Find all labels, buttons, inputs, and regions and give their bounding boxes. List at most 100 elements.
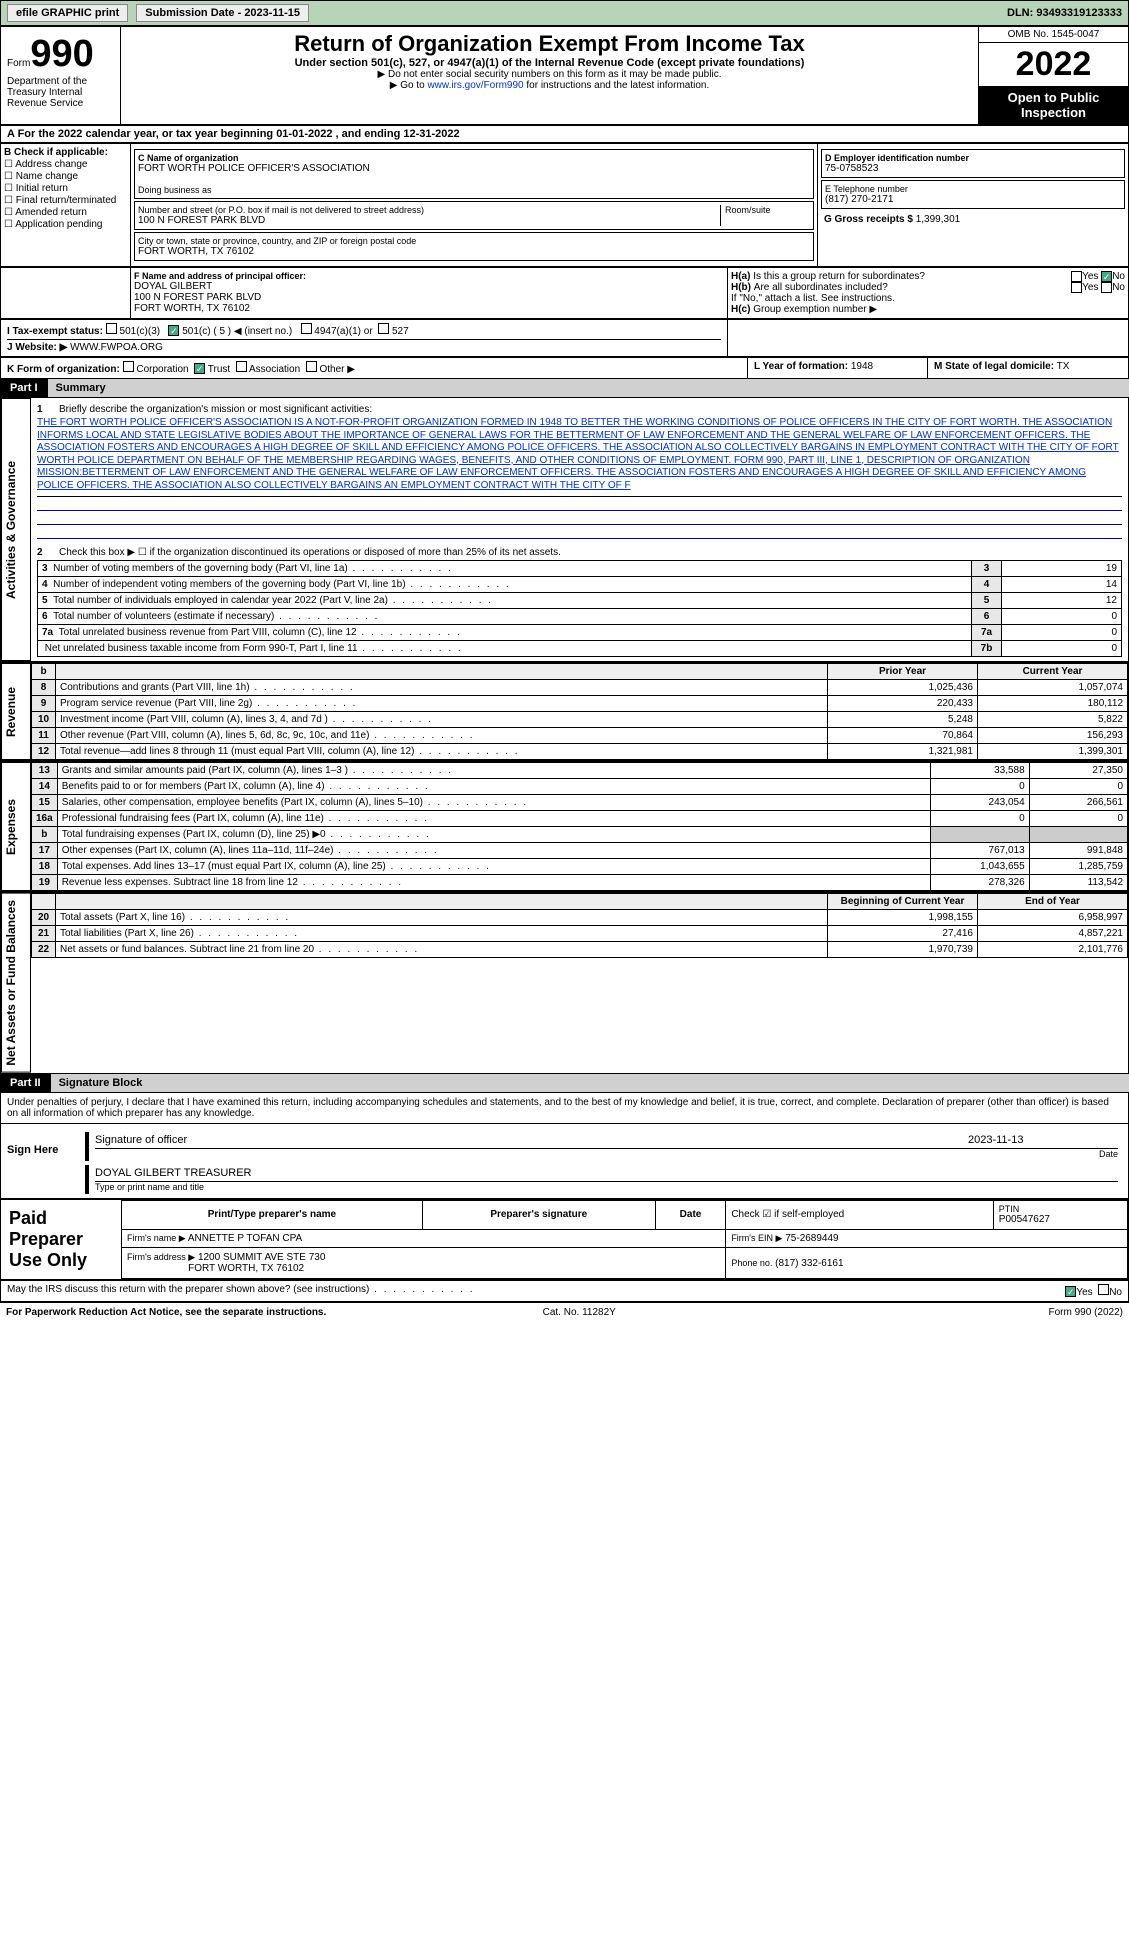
spacer-col xyxy=(1,268,131,318)
tax-501c[interactable]: ✓ xyxy=(168,325,179,336)
hdr-blank xyxy=(56,664,828,680)
hdr-b: b xyxy=(32,664,56,680)
form-word: Form xyxy=(7,58,30,69)
discuss-text: May the IRS discuss this return with the… xyxy=(7,1284,475,1298)
firm-ein: 75-2689449 xyxy=(785,1233,838,1244)
typed-name-label: Type or print name and title xyxy=(95,1182,1118,1192)
paid-hdr-name: Print/Type preparer's name xyxy=(122,1200,423,1229)
org-city: FORT WORTH, TX 76102 xyxy=(138,246,810,257)
table-row: 12Total revenue—add lines 8 through 11 (… xyxy=(32,744,1128,760)
ein-value: 75-0758523 xyxy=(825,163,1121,174)
box-h: H(a) Is this a group return for subordin… xyxy=(728,268,1128,318)
ha-no[interactable]: ✓ xyxy=(1101,271,1112,282)
ha-yes[interactable] xyxy=(1071,271,1082,282)
signature-block: Under penalties of perjury, I declare th… xyxy=(0,1092,1129,1199)
hdr-current: Current Year xyxy=(978,664,1128,680)
form-header: Form990 Department of the Treasury Inter… xyxy=(0,26,1129,125)
form-number-box: Form990 Department of the Treasury Inter… xyxy=(1,27,121,124)
table-row: 6 Total number of volunteers (estimate i… xyxy=(38,609,1122,625)
k-corp[interactable] xyxy=(123,361,134,372)
officer-name: DOYAL GILBERT xyxy=(134,281,724,292)
side-netassets: Net Assets or Fund Balances xyxy=(1,893,31,1073)
cb-application-pending[interactable]: ☐ Application pending xyxy=(4,219,127,230)
part1-bar: Part I Summary xyxy=(0,379,1129,397)
table-row: 22Net assets or fund balances. Subtract … xyxy=(32,942,1128,958)
form-990-number: 990 xyxy=(30,33,93,75)
row-k: K Form of organization: Corporation ✓ Tr… xyxy=(1,358,748,378)
hb-no[interactable] xyxy=(1101,282,1112,293)
part2-label: Signature Block xyxy=(51,1074,1129,1092)
part2-tag: Part II xyxy=(0,1074,51,1092)
netassets-table: Beginning of Current Year End of Year 20… xyxy=(31,893,1128,958)
footer-left: For Paperwork Reduction Act Notice, see … xyxy=(6,1307,326,1318)
table-row: 5 Total number of individuals employed i… xyxy=(38,593,1122,609)
row-ij: I Tax-exempt status: 501(c)(3) ✓ 501(c) … xyxy=(0,319,1129,357)
sig-officer-label: Signature of officer xyxy=(95,1134,968,1146)
k-other[interactable] xyxy=(306,361,317,372)
paid-hdr-date: Date xyxy=(655,1200,726,1229)
side-activities-governance: Activities & Governance xyxy=(1,398,31,661)
table-row: 4 Number of independent voting members o… xyxy=(38,577,1122,593)
hb-yes[interactable] xyxy=(1071,282,1082,293)
box-deg: D Employer identification number 75-0758… xyxy=(818,144,1128,266)
cb-final-return[interactable]: ☐ Final return/terminated xyxy=(4,195,127,206)
page-footer: For Paperwork Reduction Act Notice, see … xyxy=(0,1302,1129,1322)
hb-label: Are all subordinates included? xyxy=(754,282,1071,293)
officer-addr1: 100 N FOREST PARK BLVD xyxy=(134,292,724,303)
table-row: 18Total expenses. Add lines 13–17 (must … xyxy=(32,859,1128,875)
form-subtitle: Under section 501(c), 527, or 4947(a)(1)… xyxy=(125,57,974,69)
part1-tag: Part I xyxy=(0,379,48,397)
city-label: City or town, state or province, country… xyxy=(138,236,810,246)
firm-addr1: 1200 SUMMIT AVE STE 730 xyxy=(198,1252,325,1263)
firm-addr-label: Firm's address ▶ xyxy=(127,1252,195,1262)
tax-4947[interactable] xyxy=(301,323,312,334)
part1-label: Summary xyxy=(48,379,1129,397)
hb-note: If "No," attach a list. See instructions… xyxy=(731,293,1125,304)
paid-preparer-block: Paid Preparer Use Only Print/Type prepar… xyxy=(0,1199,1129,1280)
footer-cat: Cat. No. 11282Y xyxy=(543,1307,616,1318)
hb-tag: H(b) xyxy=(731,282,751,293)
sig-date: 2023-11-13 xyxy=(968,1134,1118,1146)
table-row: 10Investment income (Part VIII, column (… xyxy=(32,712,1128,728)
cb-amended-return[interactable]: ☐ Amended return xyxy=(4,207,127,218)
k-trust[interactable]: ✓ xyxy=(194,363,205,374)
table-row: 17Other expenses (Part IX, column (A), l… xyxy=(32,843,1128,859)
tax-527[interactable] xyxy=(378,323,389,334)
cb-initial-return[interactable]: ☐ Initial return xyxy=(4,183,127,194)
firm-phone-label: Phone no. xyxy=(731,1258,772,1268)
k-assoc[interactable] xyxy=(236,361,247,372)
irs-link[interactable]: www.irs.gov/Form990 xyxy=(427,80,523,91)
paid-check-self[interactable]: Check ☑ if self-employed xyxy=(726,1200,993,1229)
table-row: 13Grants and similar amounts paid (Part … xyxy=(32,763,1128,779)
note2-pre: ▶ Go to xyxy=(390,80,428,91)
cb-address-change[interactable]: ☐ Address change xyxy=(4,159,127,170)
table-row: 11Other revenue (Part VIII, column (A), … xyxy=(32,728,1128,744)
part1-netassets: Net Assets or Fund Balances Beginning of… xyxy=(0,892,1129,1074)
state-domicile: TX xyxy=(1057,361,1070,372)
discuss-yes[interactable]: ✓ xyxy=(1065,1286,1076,1297)
row-m: M State of legal domicile: TX xyxy=(928,358,1128,378)
gov-table: 3 Number of voting members of the govern… xyxy=(37,560,1122,657)
discuss-no[interactable] xyxy=(1098,1284,1109,1295)
discuss-row: May the IRS discuss this return with the… xyxy=(0,1280,1129,1302)
paid-hdr-sig: Preparer's signature xyxy=(422,1200,655,1229)
part1-expenses: Expenses 13Grants and similar amounts pa… xyxy=(0,761,1129,892)
tax-501c3[interactable] xyxy=(106,323,117,334)
website-value: WWW.FWPOA.ORG xyxy=(70,342,163,353)
firm-addr2: FORT WORTH, TX 76102 xyxy=(188,1263,304,1274)
side-expenses: Expenses xyxy=(1,762,31,891)
year-formation: 1948 xyxy=(851,361,873,372)
efile-button[interactable]: efile GRAPHIC print xyxy=(7,4,128,22)
cb-name-change[interactable]: ☐ Name change xyxy=(4,171,127,182)
row-ij-right xyxy=(728,320,1128,356)
ptin-label: PTIN xyxy=(999,1204,1122,1214)
officer-typed-name: DOYAL GILBERT TREASURER xyxy=(95,1167,252,1179)
form-note2: ▶ Go to www.irs.gov/Form990 for instruct… xyxy=(125,80,974,91)
open-inspection: Open to Public Inspection xyxy=(979,86,1128,124)
org-name: FORT WORTH POLICE OFFICER'S ASSOCIATION xyxy=(138,163,810,174)
hc-label: Group exemption number ▶ xyxy=(753,304,877,315)
ha-label: Is this a group return for subordinates? xyxy=(753,271,1071,282)
paid-preparer-label: Paid Preparer Use Only xyxy=(1,1200,121,1279)
sig-date-label: Date xyxy=(1099,1149,1118,1159)
box-f: F Name and address of principal officer:… xyxy=(131,268,728,318)
